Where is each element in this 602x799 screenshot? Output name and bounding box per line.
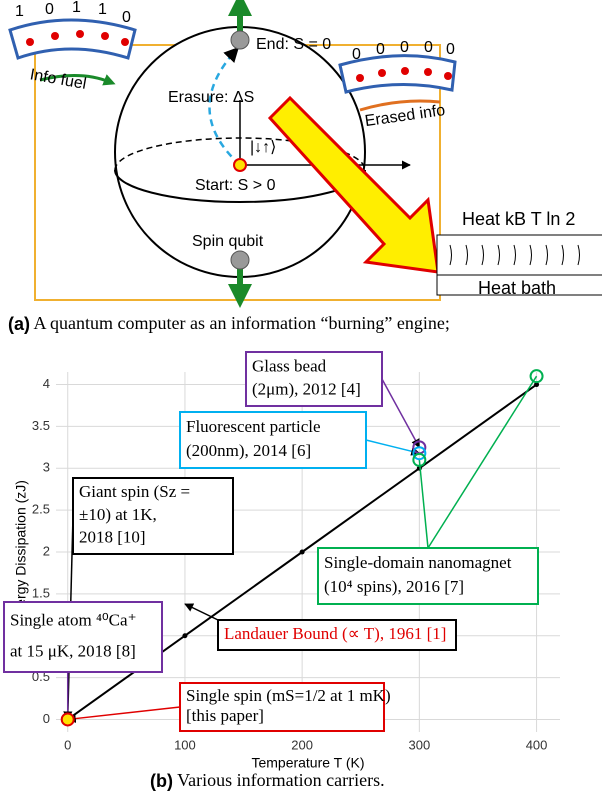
y-tick-label: 2.5 [32,502,50,517]
annotation-box [3,601,163,673]
point [60,712,75,727]
annotation-text: Landauer Bound (∝ T), 1961 [1] [224,624,446,643]
heat-bath [436,234,602,296]
tape-label: Info fuel [29,66,88,93]
point [412,452,427,467]
annotation-arrow [381,378,421,449]
caption: (b) Various information carriers. [150,770,385,791]
tape-dots [26,30,452,82]
bit: 0 [424,39,433,56]
annotation-text: (10⁴ spins), 2016 [7] [324,577,464,596]
bit: 1 [98,1,107,18]
tape-out [338,54,457,94]
x-tick-label: 0 [64,737,71,752]
marker [299,549,305,555]
ball [230,250,250,270]
annotation-arrow [365,439,421,456]
annotation-text: Single spin (mS=1/2 at 1 mK) [186,686,391,705]
start-label: Start: S > 0 [195,177,276,194]
annotation-arrow [427,375,538,549]
y-tick-label: 4 [43,376,50,391]
annotation-text: Giant spin (Sz = [79,482,190,501]
diagram: 1 0 1 1 0 Info fuel End: S = 0 Erasure: … [8,0,602,308]
y-tick-label: 2 [43,543,50,558]
start-dot [233,158,247,172]
chart: 00.511.522.533.540100200300400Temperatur… [3,351,560,771]
bit: 0 [400,39,409,56]
x-tick-label: 200 [291,737,313,752]
annotation-text: Fluorescent particle [186,417,321,436]
x-tick-label: 300 [408,737,430,752]
y-tick-label: 0 [43,711,50,726]
marker [182,633,188,639]
annotation-text: Single atom ⁴⁰Ca⁺ [10,610,137,629]
heat-arrow [267,95,440,274]
caption-label: (a) [8,314,30,334]
erased-arrow [359,99,441,112]
annotation-text: at 15 μK, 2018 [8] [10,641,136,660]
erasure-path [208,46,241,166]
annotation-box [72,477,234,555]
tape-in [8,18,137,60]
y-tick-label: 3.5 [32,418,50,433]
annotation-text: Glass bead [252,356,327,375]
bath-label: Heat bath [478,278,556,298]
annotation-box [179,682,385,732]
annotation-arrow [418,459,429,549]
y-tick-label: 3 [43,460,50,475]
bit: 0 [446,41,455,58]
annotation-arrow [66,706,181,724]
squiggles [449,244,580,266]
x-axis-label: Temperature T (K) [251,755,364,771]
marker [534,382,540,388]
caption-text: Various information carriers. [177,770,384,790]
annotation-arrow [184,603,219,621]
annotation-text: Single-domain nanomagnet [324,553,512,572]
annotation-text: (2μm), 2012 [4] [252,379,361,398]
annotation-box [217,619,457,651]
state-label: |↓↑⟩ [250,139,276,156]
annotation-box [317,547,539,605]
annotation-text: (200nm), 2014 [6] [186,441,311,460]
y-axis-label: Energy Dissipation (zJ) [13,480,29,624]
heat-label: Heat kB T ln 2 [462,209,575,229]
fuel-arrow [39,73,116,86]
annotation-box [245,351,383,407]
annotation-text: ±10) at 1K, [79,505,157,524]
bit: 1 [72,0,81,16]
caption-label: (b) [150,771,173,791]
bit: 0 [122,9,131,26]
point [412,446,427,461]
ball [230,30,250,50]
annotation-text: [this paper] [186,706,264,725]
qubit-label: Spin qubit [192,233,264,250]
annotation-text: 2018 [10] [79,528,146,547]
bit: 1 [15,3,24,20]
x-tick-label: 400 [526,737,548,752]
caption-text: A quantum computer as an information “bu… [34,313,450,333]
end-label: End: S = 0 [256,36,331,53]
erasure-label: Erasure: ΔS [168,89,254,106]
bit: 0 [45,1,54,18]
y-tick-label: 1.5 [32,585,50,600]
caption: (a) A quantum computer as an information… [8,313,450,334]
point [529,369,544,384]
annotation-box [179,411,367,469]
bit: 0 [352,46,361,63]
x-tick-label: 100 [174,737,196,752]
bit: 0 [376,41,385,58]
